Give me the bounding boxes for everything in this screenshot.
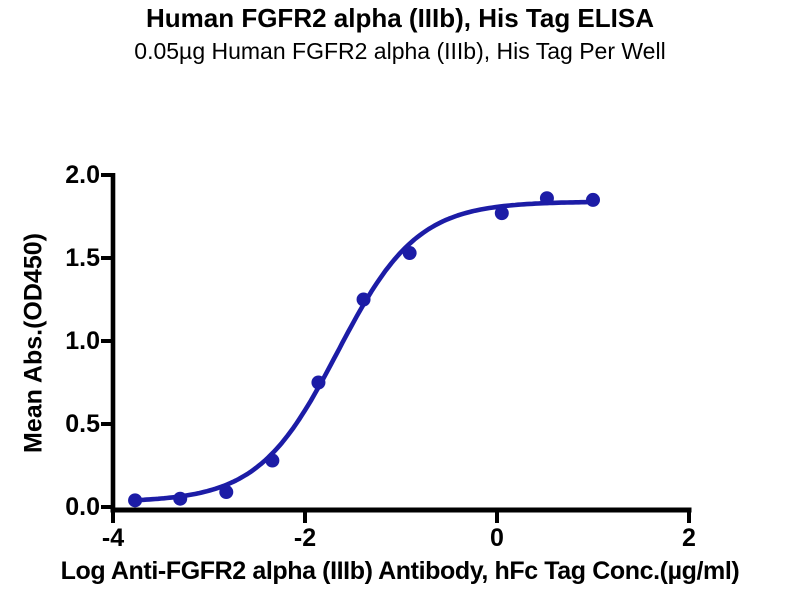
data-point-marker <box>173 491 188 506</box>
x-axis-label: Log Anti-FGFR2 alpha (IIIb) Antibody, hF… <box>60 557 740 585</box>
x-tick-label: -2 <box>293 524 317 552</box>
data-point-marker <box>356 292 371 307</box>
data-point-marker <box>265 453 280 468</box>
data-point-marker <box>539 191 554 206</box>
data-point-marker <box>128 493 143 508</box>
x-tick-label: -4 <box>101 524 125 552</box>
data-point-marker <box>219 485 234 500</box>
data-point-marker <box>494 206 509 221</box>
y-tick-label: 0.5 <box>65 410 100 438</box>
x-tick-label: 2 <box>682 524 696 552</box>
y-tick-label: 1.5 <box>65 244 100 272</box>
x-tick-label: 0 <box>490 524 504 552</box>
y-tick-label: 1.0 <box>65 327 100 355</box>
data-point-marker <box>311 375 326 390</box>
fit-curve-line <box>132 199 596 503</box>
data-point-marker <box>402 246 417 261</box>
data-point-marker <box>586 192 600 207</box>
y-tick-label: 2.0 <box>65 161 100 189</box>
chart-title: Human FGFR2 alpha (IIIb), His Tag ELISA <box>145 3 654 33</box>
chart-subtitle: 0.05µg Human FGFR2 alpha (IIIb), His Tag… <box>134 38 666 64</box>
y-tick-label: 0.0 <box>65 493 100 521</box>
